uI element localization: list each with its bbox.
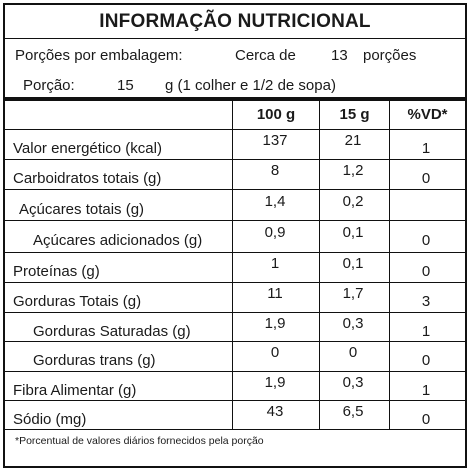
label-title: INFORMAÇÃO NUTRICIONAL — [99, 11, 371, 32]
value-per-100g: 137 — [262, 132, 288, 149]
row-divider — [5, 400, 465, 401]
row-divider — [5, 220, 465, 221]
column-header: 15 g — [339, 106, 370, 123]
servings-unit: porções — [363, 47, 417, 64]
value-per-portion: 0,1 — [342, 255, 364, 272]
value-per-100g: 0 — [270, 344, 280, 361]
value-per-portion: 1,7 — [342, 285, 364, 302]
column-divider — [232, 101, 233, 429]
title-divider — [5, 38, 465, 39]
value-per-100g: 0,9 — [264, 224, 286, 241]
row-divider — [5, 159, 465, 160]
portion-label: Porção: — [23, 77, 75, 94]
servings-per-package-label: Porções por embalagem: — [15, 47, 183, 64]
nutrient-name: Valor energético (kcal) — [13, 140, 162, 157]
value-per-portion: 21 — [344, 132, 362, 149]
portion-description: g (1 colher e 1/2 de sopa) — [165, 77, 336, 94]
daily-value-percent: 0 — [421, 263, 431, 280]
row-divider — [5, 282, 465, 283]
row-divider — [5, 189, 465, 190]
daily-value-percent: 1 — [421, 140, 431, 157]
row-divider — [5, 129, 465, 130]
daily-value-percent: 0 — [421, 410, 431, 428]
row-divider — [5, 312, 465, 313]
value-per-100g: 1,9 — [264, 373, 286, 391]
portion-amount: 15 — [117, 77, 134, 94]
daily-value-percent: 0 — [421, 170, 431, 187]
nutrient-name: Gorduras trans (g) — [33, 352, 156, 369]
nutrient-name: Gorduras Totais (g) — [13, 293, 142, 310]
daily-value-percent: 1 — [421, 322, 431, 340]
nutrient-name: Proteínas (g) — [13, 263, 100, 280]
value-per-100g: 1 — [270, 255, 280, 272]
value-per-portion: 0,2 — [342, 192, 364, 210]
value-per-portion: 6,5 — [342, 402, 364, 420]
row-divider — [5, 341, 465, 342]
daily-value-percent: 1 — [421, 381, 431, 399]
value-per-portion: 1,2 — [342, 162, 364, 179]
value-per-100g: 1,9 — [264, 314, 286, 332]
value-per-100g: 11 — [267, 285, 283, 302]
value-per-portion: 0 — [348, 344, 358, 361]
column-divider — [319, 101, 320, 429]
servings-approx-label: Cerca de — [235, 47, 296, 64]
nutrient-name: Fibra Alimentar (g) — [13, 381, 137, 399]
nutrient-name: Carboidratos totais (g) — [13, 170, 162, 187]
nutrient-name: Gorduras Saturadas (g) — [33, 322, 191, 340]
column-header: %VD* — [407, 106, 448, 123]
nutrient-name: Sódio (mg) — [13, 410, 87, 428]
nutrient-name: Açúcares adicionados (g) — [33, 232, 203, 249]
table-top-rule — [5, 97, 465, 101]
value-per-portion: 0,1 — [342, 224, 364, 241]
daily-value-footnote: *Porcentual de valores diários fornecido… — [15, 435, 264, 447]
servings-count: 13 — [331, 47, 348, 64]
row-divider — [5, 371, 465, 372]
row-divider — [5, 252, 465, 253]
nutrient-name: Açúcares totais (g) — [19, 200, 145, 218]
column-divider — [389, 101, 390, 429]
daily-value-percent: 0 — [421, 352, 431, 369]
column-header: 100 g — [256, 106, 296, 123]
value-per-100g: 8 — [270, 162, 280, 179]
value-per-100g: 43 — [266, 402, 284, 420]
nutrition-facts-label: INFORMAÇÃO NUTRICIONAL Porções por embal… — [3, 3, 467, 468]
value-per-portion: 0,3 — [342, 373, 364, 391]
value-per-portion: 0,3 — [342, 314, 364, 332]
daily-value-percent: 3 — [421, 293, 431, 310]
row-divider — [5, 429, 465, 430]
value-per-100g: 1,4 — [264, 192, 286, 210]
daily-value-percent: 0 — [421, 232, 431, 249]
